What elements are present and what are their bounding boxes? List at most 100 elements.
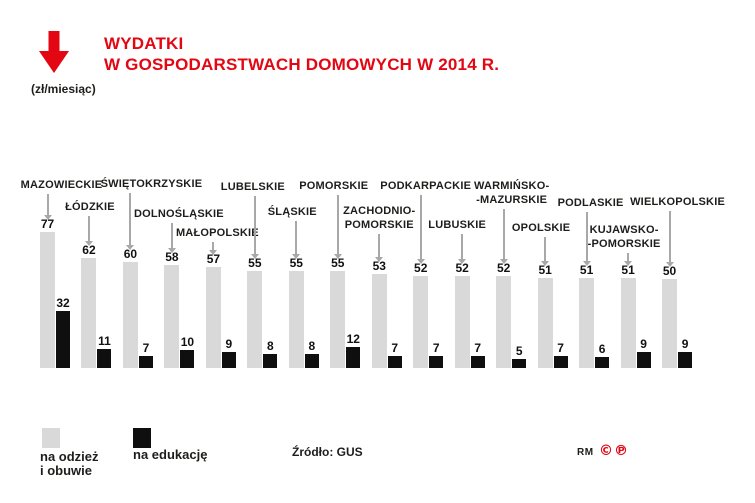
bar-education-value: 9 [640, 337, 647, 351]
bar-education-value: 7 [557, 341, 564, 355]
bar-clothing-value: 58 [165, 250, 179, 264]
bar-education [180, 350, 195, 368]
page-title: WYDATKI W GOSPODARSTWACH DOMOWYCH W 2014… [104, 33, 499, 75]
bar-clothing-value: 60 [123, 247, 138, 261]
category-label: PODLASKIE [557, 197, 624, 209]
category-label: ŁÓDZKIE [65, 201, 115, 213]
leader-arrow-icon [43, 215, 52, 220]
bar-education-value: 6 [598, 342, 606, 356]
leader-line [502, 209, 505, 259]
copyright-phonogram-icons: ©℗ [599, 443, 629, 459]
category-label: ZACHODNIO- POMORSKIE [343, 205, 416, 231]
category-label: WARMIŃSKO- -MAZURSKIE [473, 180, 550, 206]
bar-clothing [40, 232, 55, 368]
source-label: Źródło: GUS [292, 445, 363, 459]
legend-clothing-swatch [42, 428, 60, 448]
bar-clothing-value: 50 [662, 264, 677, 278]
bar-education [138, 356, 153, 368]
bar-clothing-value: 57 [206, 252, 221, 266]
bar-clothing [247, 271, 263, 368]
leader-arrow-icon [333, 254, 342, 259]
bar-education-value: 5 [515, 344, 523, 358]
bar-education-value: 7 [142, 341, 150, 355]
leader-line [544, 237, 547, 261]
bar-clothing [496, 276, 512, 368]
bar-education-value: 32 [56, 296, 70, 310]
bar-clothing-value: 53 [372, 259, 386, 273]
bar-education [304, 354, 319, 368]
leader-line [170, 223, 173, 248]
leader-arrow-icon [499, 259, 508, 264]
leader-line [627, 253, 630, 261]
bar-clothing-value: 51 [621, 263, 635, 277]
legend-education-swatch [133, 428, 151, 448]
bar-clothing-value: 52 [414, 261, 428, 275]
title-line-2: W GOSPODARSTWACH DOMOWYCH W 2014 R. [104, 55, 500, 74]
leader-arrow-icon [582, 261, 591, 266]
category-label: MAZOWIECKIE [20, 179, 103, 191]
leader-line [668, 211, 671, 262]
bar-education [387, 356, 402, 368]
leader-arrow-icon [624, 261, 633, 266]
bar-education [636, 352, 651, 368]
leader-arrow-icon [375, 257, 384, 262]
bar-education [470, 356, 485, 368]
category-label: POMORSKIE [299, 180, 369, 192]
bar-education [512, 359, 527, 368]
leader-line [585, 212, 588, 261]
leader-line [212, 242, 215, 250]
leader-arrow-icon [126, 245, 135, 250]
bar-education-value: 7 [474, 341, 482, 355]
leader-arrow-icon [541, 261, 550, 266]
bar-clothing-value: 55 [331, 256, 345, 270]
bar-clothing-value: 52 [455, 261, 469, 275]
leader-line [378, 234, 381, 257]
leader-arrow-icon [209, 250, 218, 255]
bar-clothing-value: 77 [40, 217, 55, 231]
leader-arrow-icon [458, 259, 467, 264]
bar-clothing [371, 274, 387, 368]
leader-arrow-icon [250, 254, 259, 259]
copyright-icon: © [599, 443, 614, 459]
bar-education [595, 357, 610, 368]
leader-arrow-icon [292, 254, 301, 259]
bar-clothing-value: 62 [82, 243, 96, 257]
bar-clothing-value: 52 [496, 261, 511, 275]
category-label: OPOLSKIE [511, 222, 571, 234]
leader-arrow-icon [167, 248, 176, 253]
leader-line [253, 196, 256, 254]
bar-education-value: 12 [346, 332, 360, 346]
bar-education [346, 347, 361, 368]
bar-education-value: 8 [308, 339, 316, 353]
bar-clothing [413, 276, 429, 368]
leader-line [419, 195, 422, 259]
bar-clothing [620, 278, 636, 368]
category-label: PODKARPACKIE [380, 180, 472, 192]
bar-education [263, 354, 278, 368]
bar-clothing-value: 51 [579, 263, 594, 277]
bar-education [97, 349, 112, 368]
bar-clothing [537, 278, 553, 368]
bar-clothing [205, 267, 221, 368]
bar-clothing [662, 279, 678, 368]
title-line-1: WYDATKI [104, 34, 184, 53]
bar-education [56, 311, 70, 368]
category-label: KUJAWSKO- -POMORSKIE [587, 224, 661, 250]
leader-arrow-icon [84, 241, 93, 246]
bar-clothing-value: 55 [248, 256, 262, 270]
bar-clothing-value: 51 [538, 263, 552, 277]
bar-education-value: 7 [391, 341, 399, 355]
brand-mark: RM [577, 447, 594, 458]
phonogram-icon: ℗ [614, 443, 629, 459]
leader-line [87, 216, 90, 241]
bar-education-value: 7 [432, 341, 440, 355]
unit-label: (zł/miesiąc) [31, 82, 96, 96]
leader-line [129, 193, 132, 245]
leader-line [295, 221, 298, 254]
leader-line [336, 195, 339, 254]
bar-education-value: 11 [98, 334, 111, 348]
bar-clothing [330, 271, 346, 368]
bar-education [553, 356, 568, 368]
bar-education-value: 8 [267, 339, 274, 353]
